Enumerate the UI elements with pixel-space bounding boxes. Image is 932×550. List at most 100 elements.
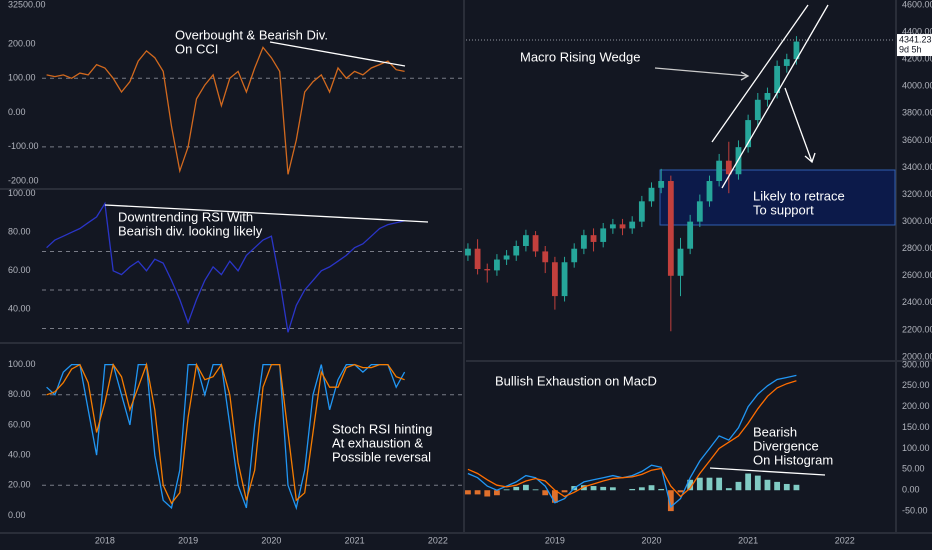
annotation: At exhaustion & — [332, 435, 423, 450]
y-tick-label: 100.00 — [8, 359, 36, 369]
histogram-bar — [484, 490, 491, 497]
y-tick-label: 100.00 — [902, 443, 930, 453]
candle-body — [764, 93, 771, 100]
arrowhead — [740, 71, 750, 81]
candle-body — [638, 201, 645, 222]
trend-line — [269, 41, 406, 67]
candle-body — [474, 248, 481, 270]
histogram-bar — [600, 486, 607, 491]
candle-body — [494, 259, 500, 271]
y-tick-label: 4000.00 — [902, 81, 932, 91]
series-line — [467, 380, 797, 498]
candle-body — [793, 41, 800, 60]
histogram-bar — [474, 490, 481, 495]
histogram-bar — [561, 490, 568, 493]
y-tick-label: 3600.00 — [902, 135, 932, 145]
y-tick-label: 150.00 — [902, 422, 930, 432]
annotation: Possible reversal — [332, 449, 431, 464]
histogram-bar — [754, 475, 761, 491]
candle-body — [503, 255, 510, 260]
y-tick-label: 4200.00 — [902, 54, 932, 64]
y-tick-label: 4400.00 — [902, 26, 932, 36]
candle-body — [590, 235, 597, 242]
annotation: Bullish Exhaustion on MacD — [495, 373, 657, 388]
y-tick-label: -100.00 — [8, 141, 39, 151]
y-tick-label: 3400.00 — [902, 162, 932, 172]
histogram-bar — [580, 485, 587, 491]
trend-line — [104, 204, 429, 223]
last-price-label: 4341.23 — [899, 34, 932, 44]
y-tick-label: 100.00 — [8, 188, 36, 198]
y-tick-label: 0.00 — [8, 510, 26, 520]
arrow — [784, 87, 813, 163]
histogram-bar — [687, 479, 694, 491]
y-tick-label: 2800.00 — [902, 243, 932, 253]
y-tick-label: -50.00 — [902, 505, 928, 515]
histogram-bar — [494, 490, 500, 496]
histogram-bar — [677, 490, 684, 493]
candle-body — [696, 201, 703, 222]
series-line — [467, 374, 797, 509]
x-tick-label: 2019 — [545, 535, 565, 545]
x-tick-label: 2022 — [428, 535, 448, 545]
candle-body — [774, 65, 781, 94]
x-tick-label: 2018 — [95, 535, 115, 545]
annotation: Overbought & Bearish Div. — [175, 27, 328, 42]
annotation: Bearish div. looking likely — [118, 223, 263, 238]
candle-body — [561, 262, 568, 297]
y-tick-label: 40.00 — [8, 449, 31, 459]
x-tick-label: 2021 — [345, 535, 365, 545]
annotation: Likely to retrace — [753, 188, 845, 203]
histogram-bar — [629, 488, 636, 491]
y-tick-label: 200.00 — [8, 38, 36, 48]
y-tick-label: 3000.00 — [902, 216, 932, 226]
annotation: On CCI — [175, 41, 218, 56]
histogram-bar — [706, 477, 713, 491]
candle-body — [600, 228, 607, 242]
histogram-bar — [551, 490, 558, 503]
wedge-line — [721, 4, 829, 189]
candle-body — [551, 262, 558, 297]
candle-body — [609, 224, 616, 229]
x-tick-label: 2020 — [261, 535, 281, 545]
y-tick-label: -200.00 — [8, 176, 39, 186]
y-tick-label: 60.00 — [8, 265, 31, 275]
candle-body — [706, 181, 713, 202]
histogram-bar — [609, 487, 616, 491]
plots: 200.00 100.00 0.00 -100.00 -200.00 Overbought… — [8, 0, 932, 545]
candle-body — [542, 251, 549, 263]
y-tick-label: 300.00 — [902, 359, 930, 369]
histogram-bar — [783, 483, 790, 491]
series-line — [46, 362, 405, 505]
x-tick-label: 2021 — [738, 535, 758, 545]
candle-body — [658, 181, 665, 188]
y-tick-label: 80.00 — [8, 227, 31, 237]
last-price-box — [897, 34, 932, 57]
candle-body — [465, 248, 471, 256]
histogram-bar — [638, 487, 645, 491]
y-tick-label: 3200.00 — [902, 189, 932, 199]
arrowhead — [804, 152, 816, 164]
candle-body — [513, 246, 520, 256]
countdown-label: 9d 5h — [899, 44, 922, 54]
histogram-bar — [648, 485, 655, 491]
y-tick-label: 200.00 — [902, 401, 930, 411]
y-tick-label: 250.00 — [902, 380, 930, 390]
panel-separators — [0, 0, 932, 534]
y-tick-label: 2400.00 — [902, 297, 932, 307]
histogram-bar — [658, 488, 665, 491]
candle-body — [725, 160, 732, 175]
y-tick-label: 2000.00 — [902, 351, 932, 361]
candle-body — [716, 160, 723, 182]
arrow — [654, 67, 749, 77]
histogram-bar — [735, 481, 742, 491]
series-line — [46, 46, 405, 175]
y-tick-label: 0.00 — [902, 485, 920, 495]
histogram-bar — [667, 490, 674, 512]
series-line — [46, 201, 405, 333]
annotation: Bearish — [753, 424, 797, 439]
histogram-bar — [523, 484, 529, 491]
histogram-bar — [465, 490, 471, 495]
candle-body — [687, 221, 694, 249]
